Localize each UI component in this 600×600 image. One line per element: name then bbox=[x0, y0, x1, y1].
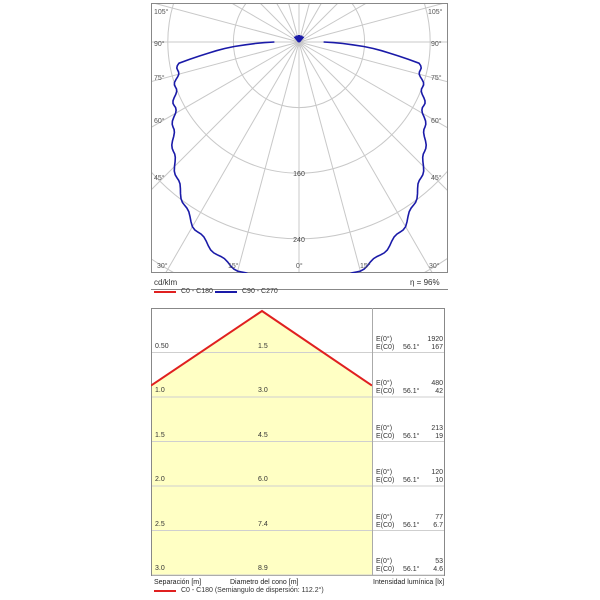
polar-spoke bbox=[232, 4, 300, 43]
row-separation: 2.5 bbox=[155, 520, 165, 528]
row-ec0-label: E(C0) bbox=[376, 388, 395, 395]
polar-spoke bbox=[298, 41, 447, 129]
polar-ring-label: 240 bbox=[293, 237, 305, 244]
axis-diameter-label: Diametro del cono [m] bbox=[230, 579, 299, 586]
legend-swatch-c0 bbox=[154, 290, 176, 293]
row-diameter: 3.0 bbox=[258, 387, 268, 394]
polar-angle-label-left: 75° bbox=[154, 75, 165, 82]
polar-legend-c0: C0 - C180 bbox=[154, 288, 213, 295]
row-diameter: 8.9 bbox=[258, 565, 268, 572]
legend-label-c0: C0 - C180 bbox=[181, 288, 213, 295]
axis-separation-label: Separación [m] bbox=[154, 579, 202, 586]
row-angle: 56.1° bbox=[403, 432, 420, 440]
cone-right-separator bbox=[372, 308, 373, 576]
series-c90-c270-line bbox=[170, 41, 428, 273]
row-e0-label: E(0°) bbox=[376, 513, 393, 521]
row-e0-value: 480 bbox=[431, 380, 443, 387]
polar-angle-label-left: 105° bbox=[154, 9, 169, 16]
row-separation: 1.0 bbox=[155, 387, 165, 394]
polar-spoke bbox=[152, 41, 300, 128]
legend-label-c90: C90 - C270 bbox=[242, 288, 278, 295]
row-ec0-value: 10 bbox=[435, 477, 443, 484]
series-c90-c270-tuft bbox=[293, 35, 300, 43]
row-angle: 56.1° bbox=[403, 521, 420, 529]
row-ec0-value: 42 bbox=[435, 388, 443, 395]
polar-spoke bbox=[298, 41, 447, 191]
axis-intensity-label: Intensidad lumínica [lx] bbox=[373, 579, 445, 586]
polar-angle-label-right: 15° bbox=[360, 263, 371, 270]
polar-angle-label-right: 75° bbox=[431, 75, 442, 82]
polar-angle-label-left: 15° bbox=[228, 263, 239, 270]
polar-angle-label-bottom: 0° bbox=[296, 263, 303, 270]
row-ec0-label: E(C0) bbox=[376, 521, 395, 529]
polar-series bbox=[170, 35, 428, 273]
legend-swatch-c90 bbox=[215, 290, 237, 293]
cone-outline bbox=[151, 309, 373, 387]
polar-ring-labels: 160 240 bbox=[293, 171, 305, 244]
polar-spoke bbox=[298, 41, 362, 272]
row-e0-label: E(0°) bbox=[376, 469, 393, 476]
polar-footer-divider bbox=[151, 289, 448, 290]
cone-diagram bbox=[151, 308, 445, 576]
row-ec0-label: E(C0) bbox=[376, 432, 395, 440]
polar-angle-label-left: 60° bbox=[154, 118, 165, 125]
polar-spoke bbox=[298, 41, 447, 83]
cone-legend: C0 - C180 (Semiangulo de dispersión: 112… bbox=[154, 587, 324, 594]
row-angle: 56.1° bbox=[403, 566, 420, 573]
polar-grid bbox=[152, 4, 447, 272]
polar-angle-label-right: 45° bbox=[431, 175, 442, 182]
polar-angle-label-left: 45° bbox=[154, 175, 165, 182]
row-angle: 56.1° bbox=[403, 388, 420, 395]
cone-legend-label: C0 - C180 (Semiangulo de dispersión: 112… bbox=[181, 587, 324, 594]
polar-spoke bbox=[236, 41, 300, 272]
cone-legend-swatch bbox=[154, 589, 176, 592]
row-diameter: 6.0 bbox=[258, 476, 268, 483]
row-e0-label: E(0°) bbox=[376, 558, 393, 565]
polar-spoke bbox=[152, 41, 300, 82]
row-diameter: 1.5 bbox=[258, 342, 268, 350]
row-e0-label: E(0°) bbox=[376, 424, 393, 432]
row-ec0-label: E(C0) bbox=[376, 566, 395, 573]
row-diameter: 7.4 bbox=[258, 520, 268, 528]
polar-spoke bbox=[298, 4, 443, 43]
row-e0-value: 77 bbox=[435, 513, 443, 521]
polar-angle-label-right: 60° bbox=[431, 118, 442, 125]
polar-spoke bbox=[165, 41, 300, 272]
polar-angle-label-left: 30° bbox=[157, 263, 168, 270]
row-e0-value: 213 bbox=[431, 424, 443, 432]
row-separation: 0.50 bbox=[155, 342, 169, 350]
row-e0-value: 1920 bbox=[427, 335, 443, 343]
polar-efficiency-label: η = 96% bbox=[410, 278, 440, 287]
polar-spoke bbox=[152, 41, 300, 190]
polar-diagram: 160 240 bbox=[151, 3, 448, 273]
row-e0-label: E(0°) bbox=[376, 335, 393, 343]
row-ec0-label: E(C0) bbox=[376, 477, 395, 484]
polar-unit-label: cd/klm bbox=[154, 278, 178, 287]
row-angle: 56.1° bbox=[403, 343, 420, 351]
row-e0-value: 53 bbox=[435, 558, 443, 565]
row-ec0-value: 6.7 bbox=[433, 521, 443, 529]
cone-fill bbox=[152, 311, 372, 575]
row-ec0-label: E(C0) bbox=[376, 343, 395, 351]
row-separation: 3.0 bbox=[155, 565, 165, 572]
polar-angle-label-left: 90° bbox=[154, 41, 165, 48]
polar-ring-label: 160 bbox=[293, 171, 305, 178]
polar-spoke bbox=[298, 41, 433, 272]
row-angle: 56.1° bbox=[403, 477, 420, 484]
row-e0-value: 120 bbox=[431, 469, 443, 476]
polar-spoke bbox=[155, 4, 300, 43]
row-separation: 2.0 bbox=[155, 476, 165, 483]
polar-angle-label-right: 30° bbox=[429, 263, 440, 270]
polar-angle-label-right: 105° bbox=[428, 9, 443, 16]
row-ec0-value: 167 bbox=[431, 343, 443, 351]
polar-legend-c90: C90 - C270 bbox=[215, 288, 278, 295]
polar-angle-label-right: 90° bbox=[431, 41, 442, 48]
row-separation: 1.5 bbox=[155, 431, 165, 439]
row-ec0-value: 19 bbox=[435, 432, 443, 440]
row-diameter: 4.5 bbox=[258, 431, 268, 439]
row-e0-label: E(0°) bbox=[376, 380, 393, 387]
polar-spoke bbox=[298, 4, 366, 43]
row-ec0-value: 4.6 bbox=[433, 566, 443, 573]
